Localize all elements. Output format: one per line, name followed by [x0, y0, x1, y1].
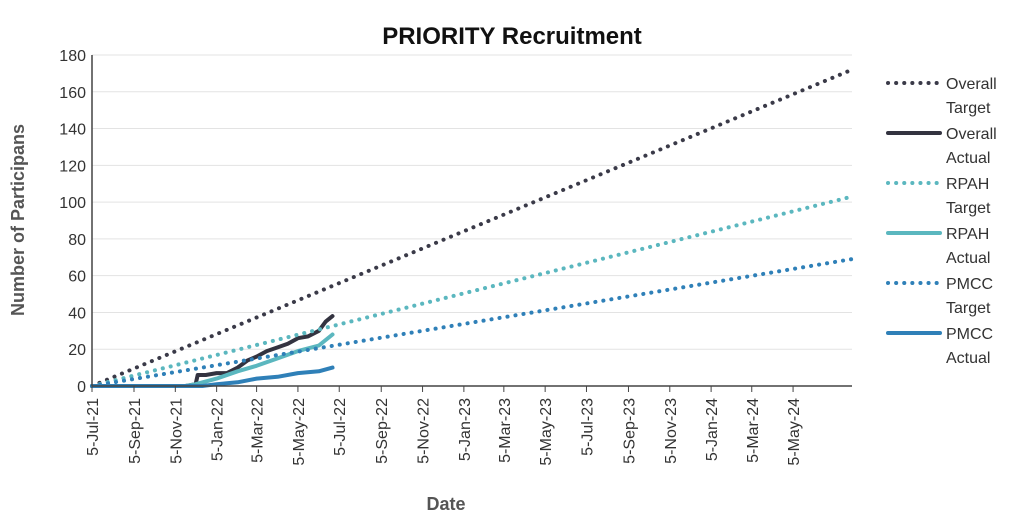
series-line-rpah-actual [90, 332, 335, 388]
legend-label: Actual [946, 350, 990, 367]
x-tick-label: 5-Sep-22 [374, 398, 391, 464]
x-tick-label: 5-Nov-23 [663, 398, 680, 464]
legend-label: Overall [946, 126, 997, 143]
y-tick-labels: 0 20 40 60 80 100 120 140 160 180 [59, 48, 86, 396]
x-tick-label: 5-May-24 [786, 398, 803, 466]
y-tick-label: 160 [59, 85, 86, 102]
series-line-pmcc-target [90, 257, 854, 388]
x-tick-label: 5-Jan-22 [210, 398, 227, 461]
chart-title: PRIORITY Recruitment [382, 23, 642, 50]
legend-label: Actual [946, 150, 990, 167]
y-tick-label: 100 [59, 195, 86, 212]
y-tick-label: 80 [68, 232, 86, 249]
legend-label: Actual [946, 250, 990, 267]
x-tick-label: 5-Sep-21 [127, 398, 144, 464]
y-tick-label: 20 [68, 342, 86, 359]
x-tick-label: 5-Jul-21 [85, 398, 102, 456]
legend-label: Target [946, 200, 991, 217]
x-tick-label: 5-Jan-23 [457, 398, 474, 461]
legend-label: PMCC [946, 276, 993, 293]
series-line-rpah-target [90, 194, 854, 388]
y-axis-title: Number of Participans [8, 124, 28, 316]
legend-label: RPAH [946, 176, 989, 193]
x-tick-label: 5-May-23 [538, 398, 555, 466]
x-tick-label: 5-Nov-22 [416, 398, 433, 464]
series-line-overall-target [90, 67, 854, 388]
y-tick-label: 120 [59, 158, 86, 175]
y-tick-label: 40 [68, 305, 86, 322]
x-tick-label: 5-Mar-24 [745, 398, 762, 463]
x-tick-label: 5-Jul-23 [579, 398, 596, 456]
legend-label: RPAH [946, 226, 989, 243]
x-tick-label: 5-Jul-22 [332, 398, 349, 456]
y-tick-label: 180 [59, 48, 86, 65]
series-group [90, 67, 854, 388]
x-tick-label: 5-Nov-21 [168, 398, 185, 464]
x-tick-label: 5-Jan-24 [704, 398, 721, 461]
y-tick-label: 0 [77, 379, 86, 396]
y-tick-label: 60 [68, 269, 86, 286]
x-tick-labels: 5-Jul-21 5-Sep-21 5-Nov-21 5-Jan-22 5-Mar-22… [85, 386, 803, 466]
x-tick-label: 5-Mar-22 [250, 398, 267, 463]
x-axis-title: Date [426, 494, 465, 514]
x-tick-label: 5-Mar-23 [497, 398, 514, 463]
axes [91, 55, 852, 387]
legend: Overall Target Overall Actual RPAH Target RPAH… [886, 76, 997, 367]
legend-label: Overall [946, 76, 997, 93]
y-tick-label: 140 [59, 122, 86, 139]
legend-label: PMCC [946, 326, 993, 343]
legend-label: Target [946, 300, 991, 317]
x-tick-label: 5-Sep-23 [621, 398, 638, 464]
legend-label: Target [946, 100, 991, 117]
x-tick-label: 5-May-22 [291, 398, 308, 466]
gridlines [92, 54, 852, 350]
